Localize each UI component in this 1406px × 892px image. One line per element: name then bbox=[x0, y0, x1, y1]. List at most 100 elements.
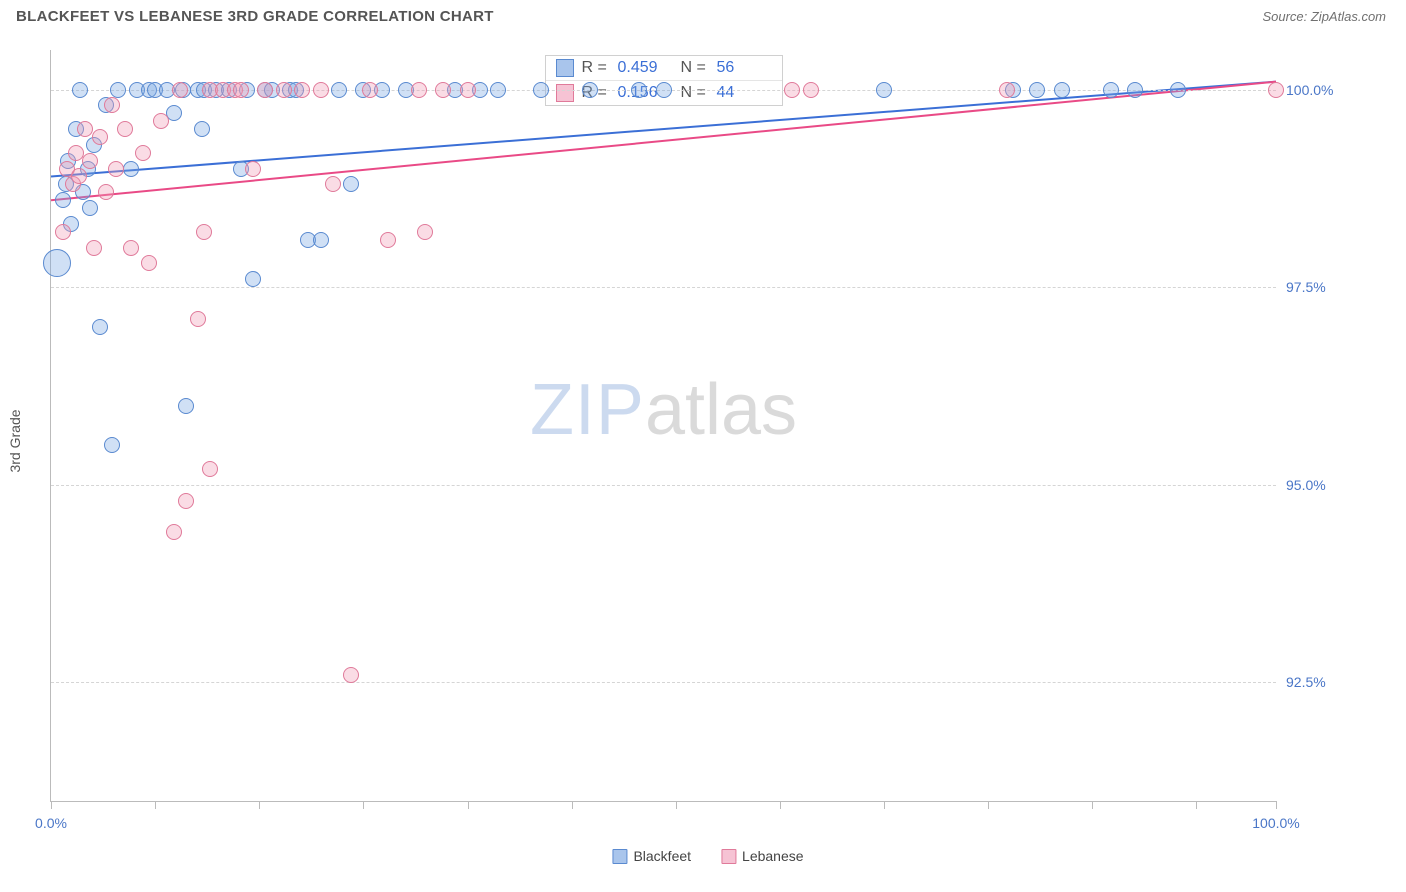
legend-item: Blackfeet bbox=[612, 848, 691, 864]
stats-row: R = 0.459 N = 56 bbox=[546, 56, 782, 80]
data-point bbox=[68, 145, 84, 161]
data-point bbox=[343, 667, 359, 683]
stats-legend-box: R =0.459N =56R =0.156N =44 bbox=[545, 55, 783, 106]
data-point bbox=[294, 82, 310, 98]
data-point bbox=[245, 161, 261, 177]
data-point bbox=[178, 493, 194, 509]
data-point bbox=[656, 82, 672, 98]
grid-line bbox=[51, 485, 1276, 486]
data-point bbox=[313, 232, 329, 248]
x-tick bbox=[572, 801, 573, 809]
grid-line bbox=[51, 287, 1276, 288]
data-point bbox=[110, 82, 126, 98]
data-point bbox=[233, 82, 249, 98]
data-point bbox=[92, 319, 108, 335]
data-point bbox=[55, 224, 71, 240]
data-point bbox=[190, 311, 206, 327]
x-tick bbox=[363, 801, 364, 809]
data-point bbox=[331, 82, 347, 98]
x-tick bbox=[468, 801, 469, 809]
series-swatch-icon bbox=[556, 59, 574, 77]
data-point bbox=[631, 82, 647, 98]
data-point bbox=[362, 82, 378, 98]
data-point bbox=[77, 121, 93, 137]
data-point bbox=[999, 82, 1015, 98]
x-tick bbox=[988, 801, 989, 809]
data-point bbox=[117, 121, 133, 137]
data-point bbox=[104, 437, 120, 453]
y-tick-label: 97.5% bbox=[1286, 279, 1356, 295]
data-point bbox=[153, 113, 169, 129]
data-point bbox=[194, 121, 210, 137]
data-point bbox=[92, 129, 108, 145]
stat-r-label: R = bbox=[582, 59, 610, 77]
data-point bbox=[1029, 82, 1045, 98]
data-point bbox=[313, 82, 329, 98]
series-swatch-icon bbox=[556, 84, 574, 102]
y-tick-label: 100.0% bbox=[1286, 82, 1356, 98]
data-point bbox=[72, 82, 88, 98]
data-point bbox=[380, 232, 396, 248]
data-point bbox=[417, 224, 433, 240]
data-point bbox=[435, 82, 451, 98]
data-point bbox=[257, 82, 273, 98]
data-point bbox=[245, 271, 261, 287]
data-point bbox=[1103, 82, 1119, 98]
data-point bbox=[82, 153, 98, 169]
data-point bbox=[411, 82, 427, 98]
x-tick bbox=[1092, 801, 1093, 809]
x-tick-label: 100.0% bbox=[1252, 815, 1299, 831]
data-point bbox=[1054, 82, 1070, 98]
plot-area: ZIPatlas R =0.459N =56R =0.156N =44 92.5… bbox=[50, 50, 1276, 802]
data-point bbox=[123, 240, 139, 256]
legend-swatch-icon bbox=[612, 849, 627, 864]
stat-n-value: 44 bbox=[717, 84, 772, 102]
grid-line bbox=[51, 682, 1276, 683]
x-tick bbox=[1276, 801, 1277, 809]
legend-bottom: Blackfeet Lebanese bbox=[612, 848, 803, 864]
data-point bbox=[123, 161, 139, 177]
data-point bbox=[178, 398, 194, 414]
legend-label: Blackfeet bbox=[633, 848, 691, 864]
data-point bbox=[55, 192, 71, 208]
legend-label: Lebanese bbox=[742, 848, 804, 864]
y-axis-label: 3rd Grade bbox=[7, 409, 23, 472]
data-point bbox=[325, 176, 341, 192]
data-point bbox=[71, 168, 87, 184]
x-tick bbox=[676, 801, 677, 809]
data-point bbox=[86, 240, 102, 256]
x-tick bbox=[155, 801, 156, 809]
watermark-zip: ZIP bbox=[530, 370, 645, 450]
data-point bbox=[276, 82, 292, 98]
x-tick bbox=[259, 801, 260, 809]
watermark-atlas: atlas bbox=[645, 370, 797, 450]
source-label: Source: ZipAtlas.com bbox=[1262, 9, 1386, 24]
data-point bbox=[135, 145, 151, 161]
data-point bbox=[166, 524, 182, 540]
data-point bbox=[98, 184, 114, 200]
data-point bbox=[533, 82, 549, 98]
data-point bbox=[343, 176, 359, 192]
data-point bbox=[172, 82, 188, 98]
y-tick-label: 95.0% bbox=[1286, 477, 1356, 493]
stat-n-value: 56 bbox=[717, 59, 772, 77]
data-point bbox=[82, 200, 98, 216]
data-point bbox=[784, 82, 800, 98]
x-tick-label: 0.0% bbox=[35, 815, 67, 831]
data-point bbox=[202, 461, 218, 477]
stat-r-value: 0.459 bbox=[618, 59, 673, 77]
chart-title: BLACKFEET VS LEBANESE 3RD GRADE CORRELAT… bbox=[16, 8, 494, 25]
stat-n-label: N = bbox=[681, 84, 709, 102]
stat-n-label: N = bbox=[681, 59, 709, 77]
data-point bbox=[876, 82, 892, 98]
data-point bbox=[490, 82, 506, 98]
data-point bbox=[1170, 82, 1186, 98]
data-point bbox=[582, 82, 598, 98]
x-tick bbox=[884, 801, 885, 809]
data-point bbox=[104, 97, 120, 113]
data-point bbox=[1268, 82, 1284, 98]
y-tick-label: 92.5% bbox=[1286, 674, 1356, 690]
x-tick bbox=[780, 801, 781, 809]
watermark: ZIPatlas bbox=[530, 369, 797, 451]
data-point bbox=[141, 255, 157, 271]
